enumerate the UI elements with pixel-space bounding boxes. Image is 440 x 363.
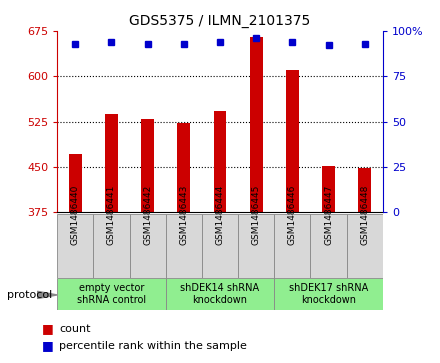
Bar [238,214,274,278]
Bar [57,278,166,310]
Bar [166,278,274,310]
Text: count: count [59,324,91,334]
Bar [359,168,371,212]
Bar [166,214,202,278]
Bar [177,123,190,212]
Bar [347,214,383,278]
Text: ■: ■ [42,339,54,352]
Text: GSM1486448: GSM1486448 [360,184,369,245]
Bar [322,166,335,212]
Bar [105,114,118,212]
Text: GSM1486445: GSM1486445 [252,184,260,245]
Bar [286,70,299,212]
Text: GSM1486444: GSM1486444 [216,184,224,245]
Bar [57,214,93,278]
Bar [250,37,263,212]
Bar [129,214,166,278]
Text: percentile rank within the sample: percentile rank within the sample [59,341,247,351]
Text: GSM1486440: GSM1486440 [71,184,80,245]
Bar [274,214,311,278]
Text: ■: ■ [42,322,54,335]
Text: shDEK14 shRNA
knockdown: shDEK14 shRNA knockdown [180,283,260,305]
Bar [214,111,226,212]
Text: GSM1486447: GSM1486447 [324,184,333,245]
Title: GDS5375 / ILMN_2101375: GDS5375 / ILMN_2101375 [129,15,311,28]
Bar [93,214,129,278]
Bar [141,119,154,212]
Text: shDEK17 shRNA
knockdown: shDEK17 shRNA knockdown [289,283,368,305]
Bar [69,154,82,212]
Polygon shape [37,291,57,298]
Text: empty vector
shRNA control: empty vector shRNA control [77,283,146,305]
Text: GSM1486443: GSM1486443 [180,184,188,245]
Text: GSM1486446: GSM1486446 [288,184,297,245]
Text: GSM1486442: GSM1486442 [143,184,152,245]
Text: GSM1486441: GSM1486441 [107,184,116,245]
Bar [202,214,238,278]
Text: protocol: protocol [7,290,52,300]
Bar [311,214,347,278]
Bar [274,278,383,310]
